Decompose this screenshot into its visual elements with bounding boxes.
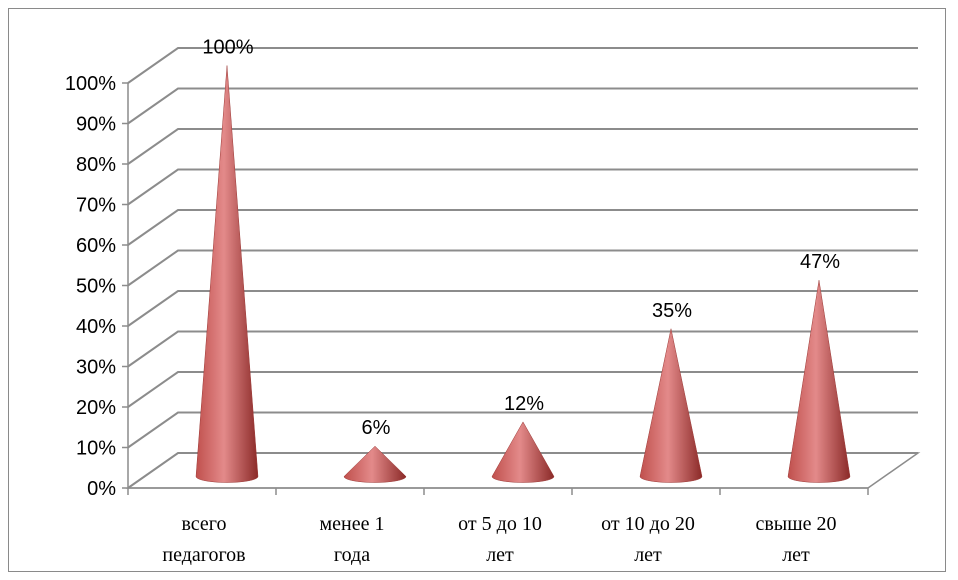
cone-series: [195, 65, 851, 483]
y-tick-label: 20%: [76, 397, 116, 419]
gridline: [127, 249, 918, 287]
data-labels: 100% 6% 12% 35% 47%: [202, 37, 840, 440]
gridline: [127, 168, 918, 206]
category-labels: всего педагогов менее 1 года от 5 до 10 лет от…: [162, 513, 836, 566]
data-label: 12%: [504, 393, 544, 415]
gridline: [127, 209, 918, 246]
data-label: 47%: [800, 251, 840, 273]
y-tick-label: 70%: [76, 195, 116, 217]
cone-bar: [639, 328, 703, 483]
x-axis: [125, 452, 921, 495]
data-label: 100%: [202, 37, 253, 59]
gridline: [127, 47, 918, 84]
cone-bar: [343, 445, 407, 483]
category-label: лет: [634, 544, 662, 566]
gridline: [127, 290, 918, 327]
category-label: от 5 до 10: [458, 513, 542, 535]
y-tick-label: 50%: [76, 276, 116, 298]
y-tick-label: 80%: [76, 154, 116, 176]
gridline: [127, 87, 918, 125]
gridline: [127, 128, 918, 165]
category-label: всего: [181, 513, 226, 535]
category-label: лет: [782, 544, 810, 566]
category-label: менее 1: [320, 513, 385, 535]
category-label: лет: [486, 544, 514, 566]
y-tick-label: 30%: [76, 357, 116, 379]
y-axis-tick-labels: 0% 10% 20% 30% 40% 50% 60% 70% 80% 90% 100%: [65, 73, 116, 500]
y-tick-label: 100%: [65, 73, 116, 95]
cone-bar: [491, 421, 555, 483]
y-tick-label: 10%: [76, 438, 116, 460]
cone-bar: [787, 280, 851, 483]
y-tick-label: 60%: [76, 235, 116, 257]
y-tick-label: 0%: [87, 478, 116, 500]
data-label: 6%: [362, 417, 391, 439]
data-label: 35%: [652, 300, 692, 322]
category-label: педагогов: [162, 544, 245, 566]
category-label: от 10 до 20: [601, 513, 695, 535]
category-label: года: [334, 544, 370, 566]
category-label: свыше 20: [755, 513, 836, 535]
cone-bar: [195, 65, 259, 483]
y-tick-label: 90%: [76, 114, 116, 136]
y-tick-label: 40%: [76, 316, 116, 338]
